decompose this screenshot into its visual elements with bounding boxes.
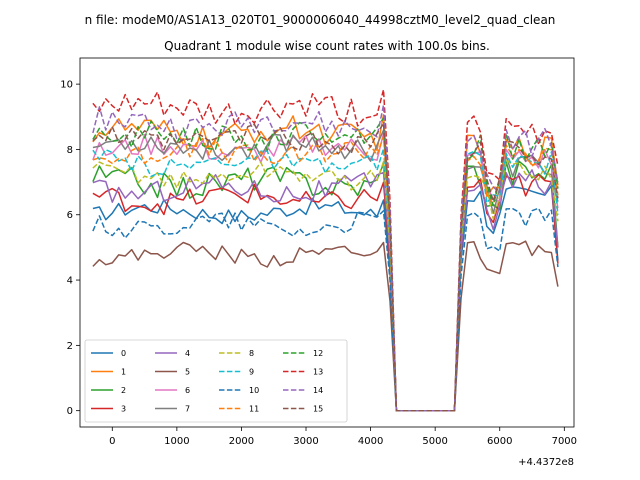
series-line-13 [92,88,559,412]
legend-label: 4 [185,349,190,358]
legend-label: 0 [121,349,126,358]
x-tick-label: 2000 [229,436,254,447]
figure-suptitle: n file: modeM0/AS1A13_020T01_9000006040_… [85,13,556,27]
series-line-15 [92,122,559,412]
legend-label: 13 [313,368,323,377]
x-tick-label: 4000 [358,436,383,447]
series-line-10 [92,207,559,412]
plot-frame [79,57,575,428]
legend-label: 10 [249,386,259,395]
legend-label: 15 [313,405,323,414]
x-tick-label: 1000 [164,436,189,447]
y-axis: 0 2 4 6 8 10 [60,80,80,417]
legend-label: 2 [121,386,126,395]
x-axis: 0 1000 2000 3000 4000 5000 6000 7000 [109,427,577,447]
series-line-0 [92,185,559,412]
x-tick-label: 0 [109,436,115,447]
y-tick-label: 4 [67,276,73,287]
y-tick-label: 0 [67,406,73,417]
y-tick-label: 6 [67,210,73,221]
y-tick-label: 8 [67,145,73,156]
x-tick-label: 6000 [487,436,512,447]
legend-box [84,339,348,423]
chart-title: Quadrant 1 module wise count rates with … [164,39,490,53]
series-line-8 [92,159,559,412]
series-line-4 [92,169,559,412]
x-offset-label: +4.4372e8 [518,457,574,468]
series-line-9 [92,148,559,412]
y-tick-label: 10 [60,80,73,91]
legend-label: 12 [313,349,323,358]
x-tick-label: 7000 [552,436,577,447]
legend-label: 6 [185,386,190,395]
legend-label: 1 [121,368,126,377]
legend-label: 9 [249,368,254,377]
y-tick-label: 2 [67,341,73,352]
series-line-5 [92,240,559,412]
legend-label: 3 [121,405,126,414]
series-line-12 [92,117,559,412]
legend-label: 14 [313,386,323,395]
legend-label: 11 [249,405,259,414]
series-layer [92,88,559,412]
x-tick-label: 5000 [422,436,447,447]
legend-label: 7 [185,405,190,414]
series-line-11 [92,135,559,412]
legend-label: 5 [185,368,190,377]
series-line-1 [92,114,559,412]
legend-label: 8 [249,349,254,358]
x-tick-label: 3000 [293,436,318,447]
